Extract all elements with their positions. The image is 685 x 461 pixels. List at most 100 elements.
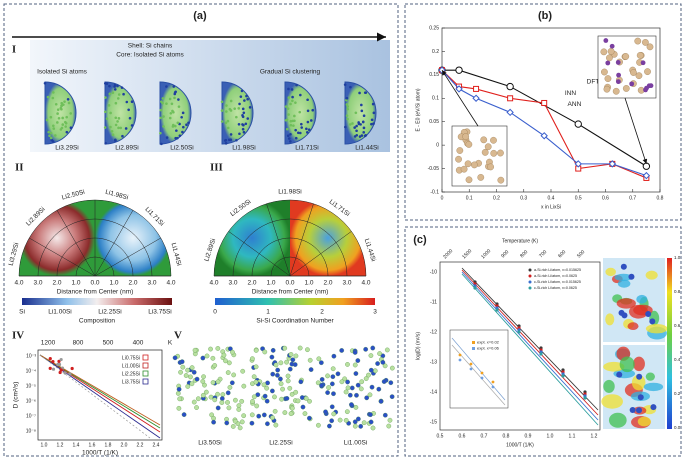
atom [249, 420, 255, 426]
atom [370, 345, 376, 351]
legend-swatch [142, 370, 149, 377]
atom [337, 417, 343, 423]
label: 0.8 [503, 433, 510, 439]
atom [358, 91, 361, 95]
data-point [480, 376, 484, 380]
atom [293, 353, 299, 359]
atom [290, 357, 296, 363]
atom [272, 408, 278, 414]
density-blob [616, 298, 636, 309]
point [455, 85, 463, 93]
atom [346, 117, 349, 121]
atom [104, 141, 107, 145]
series-line [441, 69, 647, 177]
atom [289, 119, 293, 123]
label: 10⁻⁶ [26, 398, 36, 404]
point [642, 162, 651, 170]
atom [182, 125, 185, 129]
label: 900 [500, 249, 510, 259]
atom [253, 379, 259, 385]
atom [352, 350, 358, 355]
atom [275, 372, 280, 378]
atom [362, 114, 366, 118]
atom [211, 419, 216, 425]
atom [226, 119, 230, 123]
label: 10⁻³ [26, 353, 36, 359]
label: Core: Isolated Si atoms [116, 52, 184, 59]
atom [162, 125, 165, 128]
atom [363, 346, 369, 352]
label: -10 [430, 269, 437, 275]
atom [309, 119, 313, 122]
atom [280, 386, 285, 392]
atom [305, 127, 308, 131]
label: 2000 [442, 248, 454, 260]
atom [165, 102, 168, 105]
colorbar [22, 298, 172, 305]
atom [376, 386, 382, 392]
atom [64, 125, 67, 128]
atom [171, 109, 174, 113]
atom [54, 134, 57, 137]
atom [288, 352, 294, 357]
label: x in LixSi [541, 204, 561, 210]
atom [189, 381, 195, 387]
atom [368, 419, 374, 425]
atom [645, 311, 652, 318]
atom [370, 122, 373, 126]
atom [159, 131, 162, 135]
atom [300, 122, 303, 126]
atom [347, 392, 353, 398]
atom [316, 422, 321, 428]
label: Si-Si Coordination Number [256, 318, 334, 325]
fit-line [39, 354, 151, 439]
atom [382, 412, 388, 418]
atom [237, 425, 243, 431]
label: 2.4 [153, 442, 160, 448]
label: I [12, 44, 16, 56]
label: 2 [320, 309, 324, 316]
label: IV [12, 330, 24, 342]
atom [487, 163, 494, 171]
atom [331, 391, 336, 397]
data-point [48, 366, 52, 370]
label: 0 [441, 195, 444, 201]
data-point [63, 371, 67, 375]
spoke [94, 210, 134, 277]
atom [285, 127, 289, 131]
atom [127, 108, 130, 112]
atom [61, 123, 65, 126]
label: Si [19, 309, 25, 316]
atom [387, 417, 393, 423]
atom [315, 380, 321, 386]
atom [236, 403, 242, 408]
data-point [51, 367, 56, 371]
density-blob [619, 356, 635, 373]
atom [285, 373, 291, 379]
atom [200, 379, 206, 384]
data-point [583, 396, 587, 400]
legend-swatch [528, 280, 532, 284]
atom [229, 133, 233, 136]
atom [298, 379, 304, 385]
atom [103, 110, 107, 114]
atom [300, 126, 304, 129]
atom [287, 366, 293, 372]
atom [289, 140, 292, 143]
atom [191, 399, 197, 405]
atom [323, 409, 328, 415]
atom [609, 43, 615, 49]
atom [65, 130, 69, 134]
atom [292, 362, 298, 367]
atom [346, 107, 350, 111]
atom [110, 129, 114, 133]
atom [215, 405, 221, 411]
atom [264, 385, 269, 391]
atom [355, 133, 359, 137]
spoke [94, 237, 161, 277]
atom [464, 160, 472, 168]
spoke [266, 203, 291, 277]
label: Li2.89Si [203, 238, 217, 263]
atom [241, 413, 247, 419]
